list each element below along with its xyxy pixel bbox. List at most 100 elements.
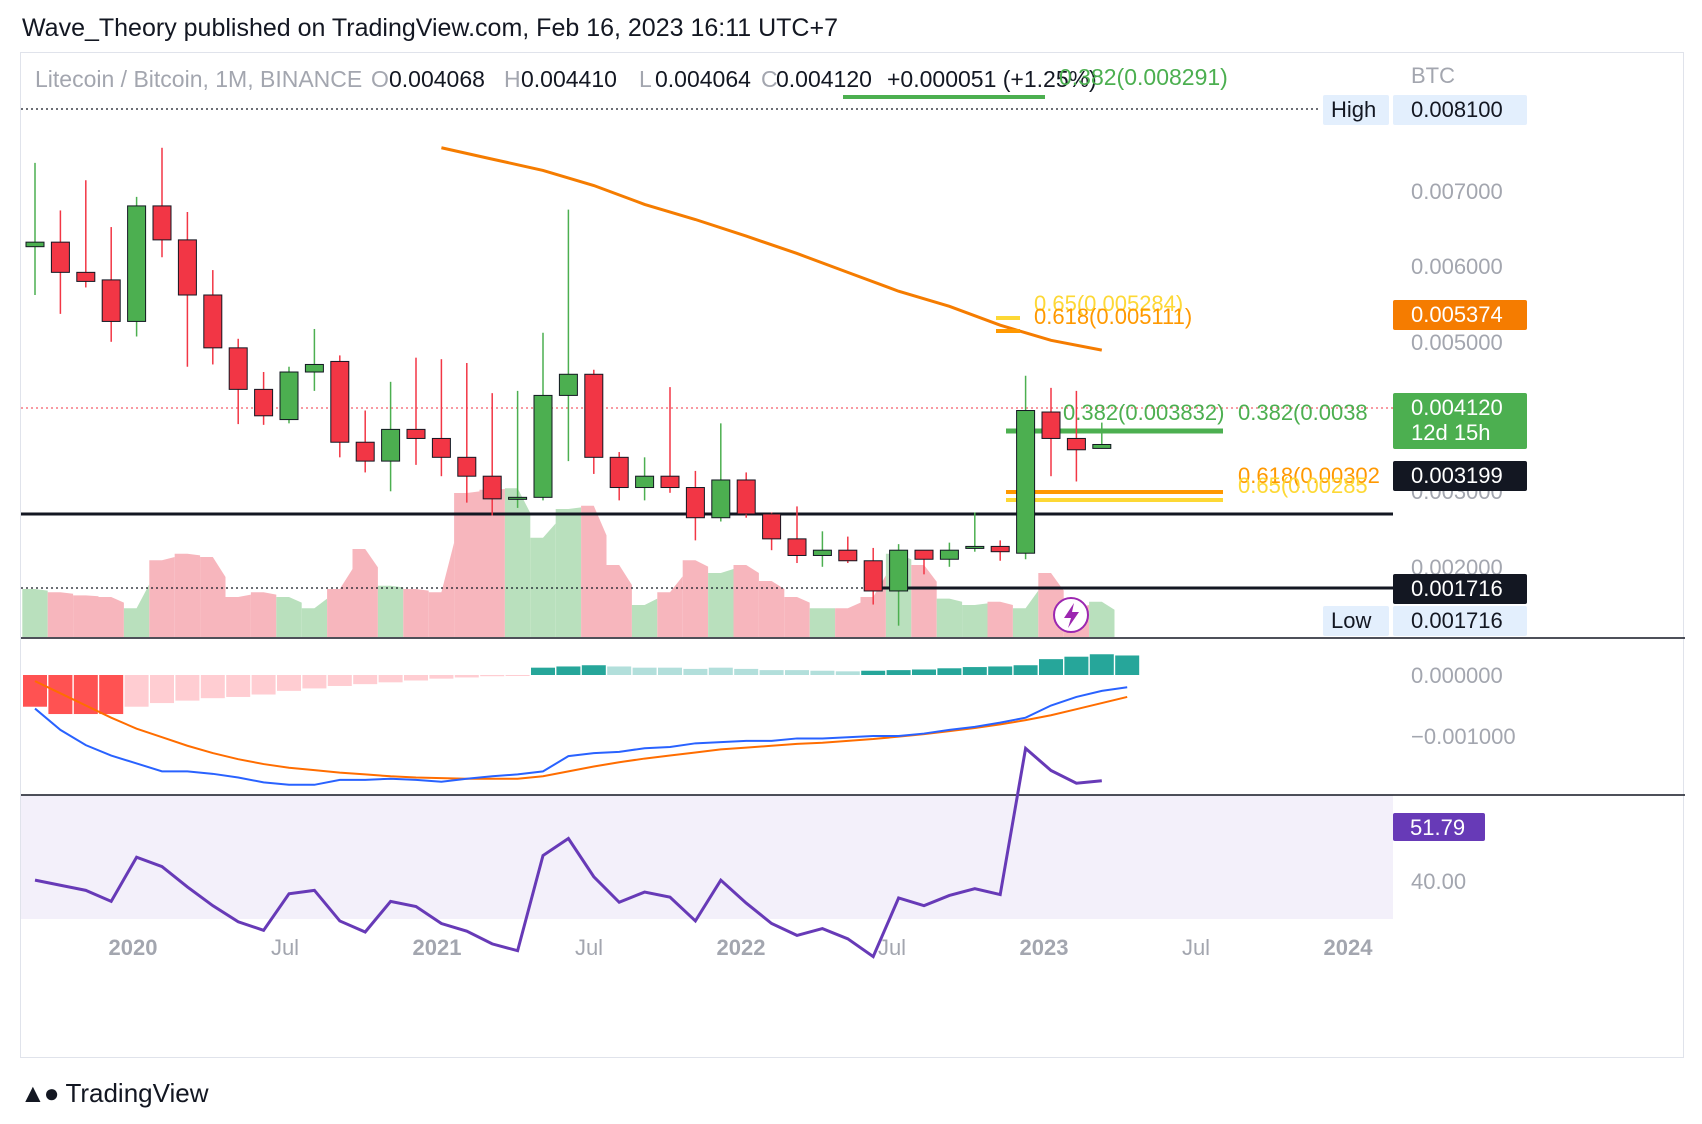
candle-body [76, 271, 96, 282]
macd-signal-line [34, 680, 1128, 780]
macd-histogram-bar [1064, 656, 1089, 675]
macd-histogram-bar [302, 675, 327, 689]
volume-bar [530, 523, 556, 637]
candle-body [635, 475, 655, 489]
volume-bar [479, 489, 505, 637]
legend-high-label: H [504, 66, 521, 92]
volume-bar [352, 549, 378, 637]
legend-overlap-fib: 0.382(0.008291) [1059, 64, 1228, 90]
macd-histogram-bar [683, 668, 708, 675]
low-badge-bg [1393, 606, 1527, 636]
ma-price-badge-value: 0.005374 [1411, 302, 1503, 327]
macd-histogram-bar [1089, 654, 1114, 675]
volume-bar [1012, 590, 1039, 637]
tradingview-logo-icon: ▲● [20, 1078, 59, 1108]
candle-body [660, 475, 680, 489]
low-badge-value: 0.001716 [1411, 608, 1503, 633]
candle-body [939, 549, 959, 560]
price-tick-label: 0.005000 [1411, 330, 1503, 355]
candle-body [1041, 411, 1061, 439]
chart-canvas[interactable]: 0.65(0.005284)0.618(0.005111) 0.382(0.003… [21, 53, 1685, 1059]
volume-bar [911, 565, 937, 637]
low-badge-tag: Low [1331, 608, 1371, 633]
macd-histogram-bar [556, 666, 581, 675]
fib-label-0382-b: 0.382(0.0038 [1238, 400, 1368, 425]
macd-histogram-bar [505, 675, 530, 676]
lightning-icon-bolt [1064, 603, 1079, 628]
volume-bar [733, 565, 759, 637]
candle-body [50, 241, 70, 273]
tradingview-logo-text: TradingView [65, 1078, 209, 1108]
volume-bar [657, 576, 683, 637]
macd-histogram-bar [277, 675, 301, 691]
chart-frame[interactable]: 0.65(0.005284) 0.618(0.005111) 0.382(0.003… [20, 52, 1685, 1059]
candle-body [1092, 443, 1112, 449]
macd-histogram-bar [962, 667, 987, 675]
macd-histogram-bar [378, 675, 403, 683]
x-axis-label: 2021 [413, 935, 462, 960]
high-badge-bg [1393, 95, 1527, 125]
x-axis-label: Jul [1182, 935, 1210, 960]
macd-histogram-bar [607, 666, 632, 675]
candle-body [584, 373, 604, 458]
volume-bar [428, 542, 455, 637]
candle-body [1066, 437, 1086, 451]
price-tick-label: 0.007000 [1411, 179, 1503, 204]
macd-histogram-bar [23, 675, 47, 707]
last-price-badge-bg [1393, 393, 1527, 449]
volume-bar [98, 597, 124, 637]
fib-label-0382-a: 0.382(0.003832) [1063, 400, 1224, 425]
macd-histogram-bar [150, 675, 174, 704]
macd-histogram-bar [658, 667, 682, 675]
legend-open-value: 0.004068 [389, 66, 485, 92]
candle-body [685, 487, 705, 519]
legend-low-label: L [639, 66, 652, 92]
volume-bar [276, 597, 302, 637]
macd-histogram-bar [327, 675, 352, 686]
support-upper-badge-value: 0.003199 [1411, 463, 1503, 488]
candle-body [533, 394, 553, 498]
macd-histogram-bar [73, 675, 98, 715]
x-axis-label: Jul [878, 935, 906, 960]
macd-histogram-bar [1039, 659, 1063, 675]
legend-close-label: C [761, 66, 778, 92]
candle-body [990, 545, 1010, 553]
volume-bar [73, 595, 99, 637]
macd-histogram-bar [99, 675, 124, 715]
macd-histogram-bar [759, 670, 784, 675]
volume-bar [200, 557, 226, 637]
volume-bar [835, 602, 861, 637]
candle-body [482, 475, 502, 500]
legend-change: +0.000051 (+1.25%) [887, 66, 1097, 92]
x-axis-label: Jul [271, 935, 299, 960]
candle-body [914, 549, 934, 560]
support-lower-badge-value: 0.001716 [1411, 576, 1503, 601]
tradingview-logo[interactable]: ▲● TradingView [20, 1078, 209, 1109]
legend-open-label: O [371, 66, 389, 92]
macd-histogram-bar [861, 670, 886, 675]
candle-body [457, 456, 477, 477]
candle-body [381, 428, 401, 462]
candle-body [177, 239, 197, 296]
volume-bar [708, 569, 734, 637]
volume-bar [403, 589, 429, 637]
x-axis-label: 2023 [1020, 935, 1069, 960]
macd-histogram-bar [454, 675, 479, 678]
macd-histogram-bar [429, 675, 454, 679]
volume-bar [174, 553, 201, 637]
volume-bar [504, 488, 531, 637]
candle-body [355, 441, 375, 462]
macd-histogram-bar [353, 675, 378, 685]
published-caption: Wave_Theory published on TradingView.com… [22, 14, 838, 42]
macd-histogram-bar [988, 666, 1013, 675]
macd-histogram-bar [175, 675, 200, 701]
rsi-value-text: 51.79 [1410, 815, 1465, 840]
volume-bar [555, 507, 582, 637]
candle-body [609, 456, 629, 489]
volume-bar [758, 581, 785, 637]
candle-body [203, 294, 223, 349]
support-lower-badge-bg [1393, 574, 1527, 604]
legend-high-value: 0.004410 [521, 66, 617, 92]
volume-bar [631, 598, 658, 637]
low-badge-tag-bg [1323, 606, 1389, 636]
